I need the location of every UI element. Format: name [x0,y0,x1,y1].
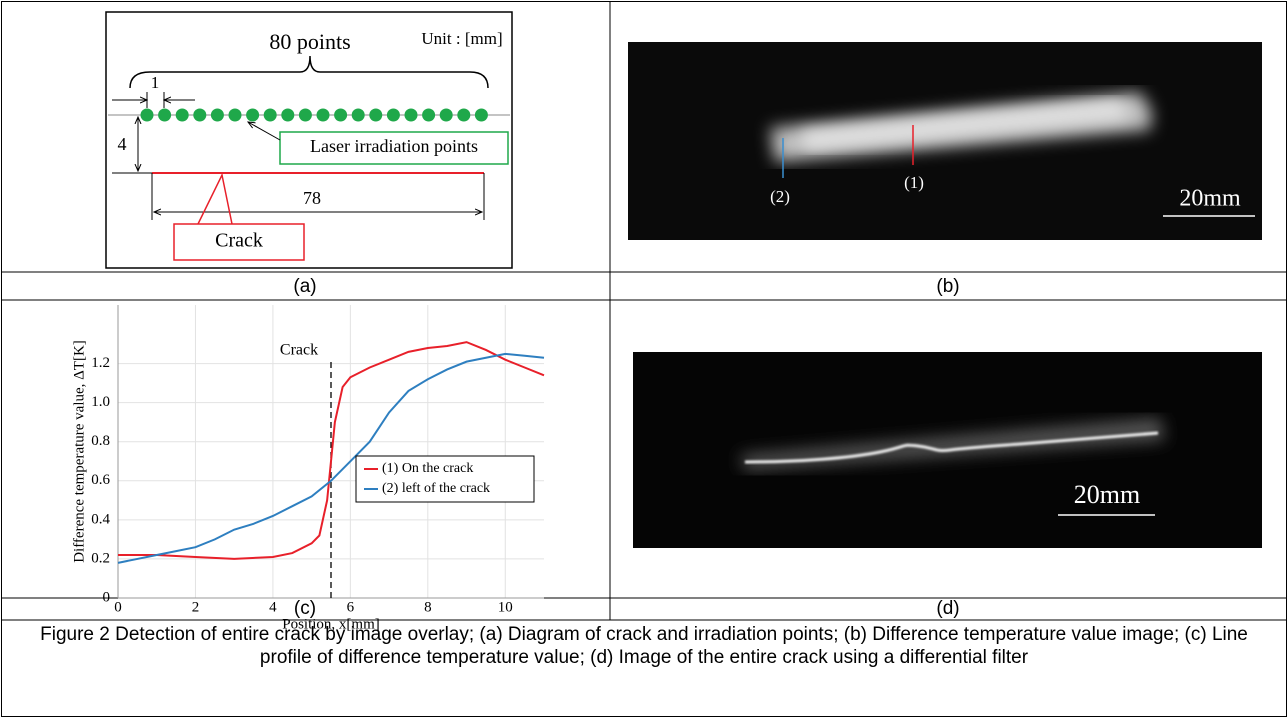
x-tick-label: 8 [424,599,432,615]
y-tick-label: 0 [103,589,111,605]
annotation: Crack [280,342,318,359]
irradiation-point [263,108,277,122]
caption: Figure 2 Detection of entire crack by im… [40,624,1248,668]
panel-label: (b) [936,276,959,297]
panel-label: (c) [294,598,316,619]
irradiation-point [316,108,330,122]
series-line [117,352,545,564]
irradiation-point [175,108,189,122]
y-axis-label: Difference temperature value, ΔT[K] [71,340,87,563]
unit-label: Unit : [mm] [421,29,502,48]
y-tick-label: 1.2 [91,355,110,371]
panel-label: (d) [936,598,959,619]
length-label: 78 [303,188,321,208]
irradiation-point [457,108,471,122]
marker-label: (1) [904,173,924,192]
x-tick-label: 6 [347,599,355,615]
x-tick-label: 0 [114,599,122,615]
irradiation-point [386,108,400,122]
offset-label: 4 [118,134,127,154]
diagram: 80 points Unit : [mm] 1 4 78 Laser irrad… [105,11,513,269]
y-tick-label: 0.4 [91,511,110,527]
chart: 0 0.2 0.4 0.6 0.8 1.0 1.2 0 2 4 6 8 10 Position, x[mm… [71,305,545,632]
irradiation-point [228,108,242,122]
series-line [118,341,545,560]
x-axis-label: Position, x[mm] [282,616,380,632]
crack-label: Crack [215,230,263,252]
legend-label: (1) On the crack [382,461,473,476]
irradiation-point [158,108,172,122]
marker-label: (2) [770,187,790,206]
panel-label: (a) [293,276,316,297]
y-tick-label: 0.8 [91,433,110,449]
irradiation-point [439,108,453,122]
irradiation-point [422,108,436,122]
scale-label: 20mm [1074,480,1140,509]
irradiation-point [351,108,365,122]
filtered-image: 20mm [633,352,1262,548]
irradiation-point [404,108,418,122]
irradiation-point [298,108,312,122]
scale-label: 20mm [1179,186,1241,212]
irradiation-point [281,108,295,122]
y-tick-label: 0.2 [91,550,110,566]
y-tick-label: 1.0 [91,394,110,410]
legend-box [355,455,535,503]
irradiation-point [193,108,207,122]
x-tick-label: 10 [498,599,513,615]
irradiation-point [140,108,154,122]
x-tick-label: 4 [269,599,277,615]
irradiation-point [246,108,260,122]
irradiation-point [474,108,488,122]
irradiation-point [210,108,224,122]
x-tick-label: 2 [192,599,200,615]
points-label: Laser irradiation points [310,136,478,156]
pitch-label: 1 [151,73,160,92]
thermal-image: (2) (1) 20mm [628,42,1262,240]
count-label: 80 points [269,29,350,54]
y-tick-label: 0.6 [91,472,110,488]
irradiation-point [369,108,383,122]
legend-label: (2) left of the crack [382,481,490,496]
irradiation-point [334,108,348,122]
